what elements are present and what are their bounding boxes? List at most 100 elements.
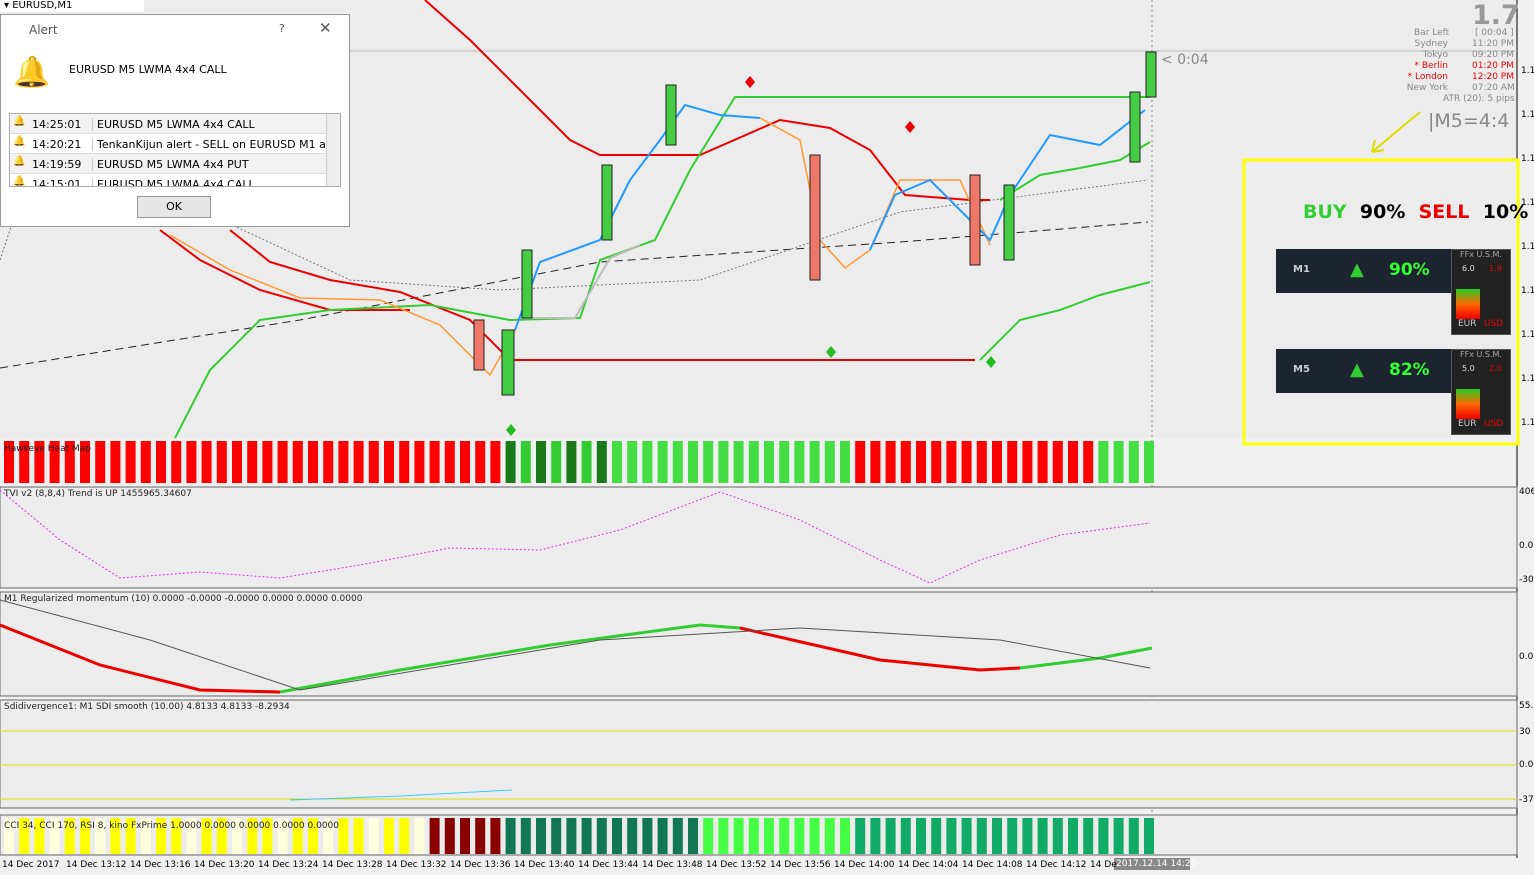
clock-time: 09:20 PM <box>1472 50 1514 60</box>
heat-cell <box>171 818 182 854</box>
heat-cell <box>900 818 911 854</box>
time-label: 14 Dec 13:24 <box>258 860 319 870</box>
panel-scale: 0.00 <box>1519 760 1534 770</box>
clock-time: 01:20 PM <box>1472 61 1514 71</box>
heat-cell <box>536 441 546 483</box>
price-label: 1.1 <box>1521 198 1534 208</box>
row-time: 14:19:59 <box>32 158 82 171</box>
heat-cell <box>764 818 774 854</box>
heat-cell <box>1098 441 1109 483</box>
heat-cell <box>216 441 227 483</box>
heat-cell <box>520 818 531 854</box>
heat-cell <box>323 818 334 854</box>
heat-cell <box>64 441 75 483</box>
time-label: 14 Dec 14:00 <box>834 860 895 870</box>
clock-city: Sydney <box>1414 39 1448 49</box>
sell-pct: 10% <box>1482 201 1529 223</box>
widget-pct: 90% <box>1389 260 1430 280</box>
heat-cell <box>870 441 881 483</box>
heat-cell <box>794 818 805 854</box>
heat-cell <box>916 818 926 854</box>
heat-cell <box>733 818 744 854</box>
heat-cell <box>1007 441 1018 483</box>
heat-cell <box>277 818 288 854</box>
panel-label: CCI 34, CCI 170, RSI 8, kino FxPrime 1.0… <box>4 821 339 831</box>
heat-cell <box>992 441 1002 483</box>
clock-time: 11:20 PM <box>1472 39 1514 49</box>
heat-cell <box>581 441 592 483</box>
row-bg <box>10 134 326 154</box>
time-label: 14 Dec 13:56 <box>770 860 831 870</box>
heat-cell <box>308 818 318 854</box>
heat-cell <box>4 441 14 483</box>
clock-time: 12:20 PM <box>1472 72 1514 82</box>
panel-scale: 30 <box>1519 727 1531 737</box>
bar-left-value: [ 00:04 ] <box>1475 28 1514 38</box>
heat-cell <box>779 441 790 483</box>
row-time: 14:25:01 <box>32 118 82 131</box>
ok-button[interactable]: OK <box>137 196 211 218</box>
heat-cell <box>855 818 866 854</box>
heat-cell <box>642 441 653 483</box>
heat-cell <box>1144 441 1154 483</box>
row-icon: 🔔 <box>13 156 26 167</box>
gauge-right: 2.0 <box>1489 364 1502 373</box>
heat-cell <box>4 818 14 854</box>
row-icon: 🔔 <box>13 176 26 187</box>
heat-cell <box>824 441 835 483</box>
heat-cell <box>125 818 136 854</box>
heat-cell <box>186 818 197 854</box>
heat-cell <box>460 818 470 854</box>
heat-cell <box>414 818 425 854</box>
heat-cell <box>338 818 349 854</box>
panel-scale: 0.00 <box>1519 541 1534 551</box>
dialog-title: Alert <box>29 23 58 37</box>
row-icon: 🔔 <box>13 116 26 127</box>
gauge-brand: FFx U.S.M. <box>1460 250 1502 259</box>
heat-cell <box>490 441 501 483</box>
heat-cell <box>703 441 714 483</box>
gauge-quote: USD <box>1484 419 1504 429</box>
gauge-left: 5.0 <box>1462 364 1475 373</box>
help-button[interactable]: ? <box>279 22 285 35</box>
heat-cell <box>779 818 790 854</box>
heat-cell <box>110 441 121 483</box>
heat-cell <box>840 818 850 854</box>
time-label: 14 Dec 13:40 <box>514 860 575 870</box>
window-title: ▾ EURUSD,M1 <box>0 0 144 12</box>
heat-cell <box>1068 441 1078 483</box>
heat-cell <box>824 818 835 854</box>
heat-cell <box>19 818 30 854</box>
heat-cell <box>566 818 577 854</box>
heat-cell <box>1144 818 1154 854</box>
heat-cell <box>1037 818 1048 854</box>
time-label: 14 Dec 13:12 <box>66 860 127 870</box>
heat-cell <box>1113 441 1124 483</box>
heat-cell <box>140 441 151 483</box>
heat-cell <box>961 818 972 854</box>
widget-bg <box>1276 349 1452 393</box>
m5-status: |M5=4:4 <box>1428 110 1510 132</box>
countdown: < 0:04 <box>1161 52 1209 68</box>
time-label: 14 Dec 13:44 <box>578 860 639 870</box>
gauge-base: EUR <box>1458 319 1477 329</box>
price: 1.7 <box>1472 0 1520 31</box>
time-label: 14 Dec 13:32 <box>386 860 447 870</box>
heat-cell <box>64 818 75 854</box>
heat-cell <box>201 818 212 854</box>
heat-cell <box>520 441 531 483</box>
heat-cell <box>1022 441 1033 483</box>
clock-city: * London <box>1407 72 1448 82</box>
heat-cell <box>809 441 820 483</box>
alert-message: EURUSD M5 LWMA 4x4 CALL <box>69 63 227 76</box>
heat-cell <box>536 818 546 854</box>
heat-cell <box>125 441 136 483</box>
sentiment: BUY 90% SELL 10% <box>1303 201 1528 223</box>
heat-cell <box>900 441 911 483</box>
time-label: 14 De <box>1090 860 1117 870</box>
close-button[interactable]: ✕ <box>319 19 332 37</box>
gauge-bar <box>1456 289 1480 319</box>
alert-list[interactable]: 🔔 14:25:01 EURUSD M5 LWMA 4x4 CALL 🔔 14:20:2… <box>9 113 341 187</box>
price-label: 1.1 <box>1521 330 1534 340</box>
widget-tf: M5 <box>1293 364 1310 375</box>
